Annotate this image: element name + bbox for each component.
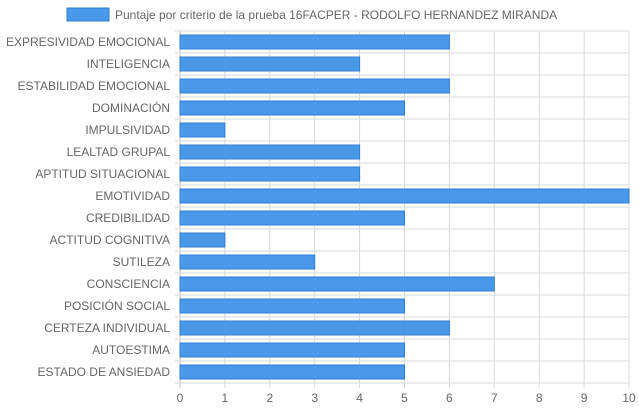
bar[interactable] [179,254,316,270]
category-label: DOMINACIÓN [92,100,170,115]
bar[interactable] [179,56,361,72]
x-tick-label: 5 [401,391,408,405]
bar[interactable] [179,232,226,248]
x-tick-label: 1 [222,391,229,405]
bar[interactable] [179,34,450,50]
category-labels: EXPRESIVIDAD EMOCIONAL INTELIGENCIA ESTABI… [6,35,170,379]
bar[interactable] [179,144,361,160]
x-tick-label: 10 [622,391,636,405]
x-tick-label: 0 [177,391,184,405]
x-tick-label: 4 [356,391,363,405]
x-tick-label: 3 [311,391,318,405]
x-tick-label: 7 [491,391,498,405]
x-tick-label: 8 [536,391,543,405]
x-tick-label: 6 [446,391,453,405]
category-label: EXPRESIVIDAD EMOCIONAL [6,35,170,49]
legend[interactable]: Puntaje por criterio de la prueba 16FACP… [66,7,557,22]
category-label: IMPULSIVIDAD [85,123,170,137]
bar[interactable] [179,320,450,336]
legend-swatch[interactable] [66,7,110,22]
category-label: SUTILEZA [113,255,170,269]
bars [179,34,630,380]
category-label: CERTEZA INDIVIDUAL [44,321,170,335]
category-label: ESTABILIDAD EMOCIONAL [18,79,171,93]
bar[interactable] [179,276,495,292]
bar[interactable] [179,210,405,226]
bar[interactable] [179,188,630,204]
category-label: ESTADO DE ANSIEDAD [38,365,171,379]
category-label: AUTOESTIMA [92,343,170,357]
bar[interactable] [179,298,405,314]
category-label: ACTITUD COGNITIVA [50,233,170,247]
x-tick-label: 9 [581,391,588,405]
category-label: INTELIGENCIA [87,57,170,71]
x-tick-labels: 0 1 2 3 4 5 6 7 8 9 10 [177,391,636,405]
category-label: POSICIÓN SOCIAL [64,298,170,313]
legend-label[interactable]: Puntaje por criterio de la prueba 16FACP… [115,8,557,22]
category-label: EMOTIVIDAD [95,189,170,203]
category-label: CONSCIENCIA [87,277,170,291]
bar[interactable] [179,166,361,182]
bar[interactable] [179,342,405,358]
bar[interactable] [179,100,405,116]
category-label: LEALTAD GRUPAL [67,145,171,159]
x-tick-label: 2 [266,391,273,405]
bar[interactable] [179,364,405,380]
bar[interactable] [179,78,450,94]
category-label: CREDIBILIDAD [86,211,170,225]
category-label: APTITUD SITUACIONAL [35,167,170,181]
bar[interactable] [179,122,226,138]
